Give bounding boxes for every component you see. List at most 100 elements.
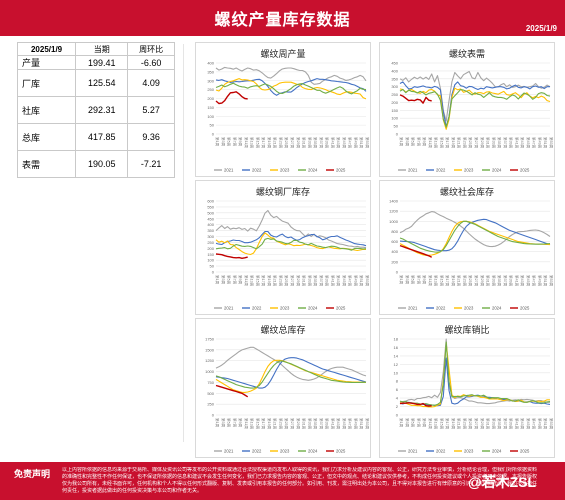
x-tick-label: 第33周 [307,418,312,430]
series-line-2024 [215,82,367,95]
x-tick-label: 第53周 [549,418,554,430]
watermark: @若木ZSL [468,474,537,490]
x-tick-label: 第15周 [439,137,444,149]
x-tick-label: 第19周 [267,275,272,287]
x-tick-label: 第41周 [514,275,519,287]
row-wow: 9.36 [127,123,175,151]
legend-label: 2024 [308,306,318,311]
x-tick-label: 第21周 [273,275,278,287]
legend-label: 2024 [492,449,502,454]
x-tick-label: 第3周 [221,275,226,285]
row-wow: -6.60 [127,55,175,70]
x-tick-label: 第45周 [526,137,531,149]
row-current: 292.31 [75,96,129,124]
y-tick-label: 350 [391,76,398,81]
x-tick-label: 第11周 [244,275,249,286]
series-line-2024 [399,341,551,406]
x-tick-label: 第35周 [497,418,502,430]
y-tick-label: 1000 [205,369,215,374]
legend-label: 2022 [436,449,446,454]
series-line-2022 [215,357,367,389]
series-line-2021 [215,209,367,249]
chart-title: 螺纹表需 [448,49,485,59]
x-tick-label: 第35周 [313,275,318,287]
x-tick-label: 第31周 [302,137,307,149]
table-row: 社库 292.31 5.27 [16,96,175,124]
x-tick-label: 第41周 [330,418,335,430]
x-tick-label: 第15周 [255,418,260,430]
table-head-current: 当期 [75,42,129,56]
x-tick-label: 第5周 [227,137,232,147]
row-label: 产量 [16,55,77,70]
summary-table: 2025/1/9 当期 周环比 产量 199.41 -6.60 厂库 125.5… [16,42,175,178]
x-tick-label: 第3周 [221,137,226,147]
x-tick-label: 第31周 [486,418,491,430]
y-tick-label: 750 [207,380,214,385]
x-tick-label: 第13周 [434,275,439,287]
row-current: 190.05 [75,150,129,178]
x-tick-label: 第9周 [238,137,243,147]
series-line-2023 [215,359,367,393]
series-line-2022 [399,81,550,128]
y-tick-label: 0 [212,270,215,275]
x-tick-label: 第43周 [520,418,525,430]
y-tick-label: 50 [210,123,215,128]
x-tick-label: 第9周 [238,418,243,428]
x-tick-label: 第27周 [474,137,479,149]
x-tick-label: 第45周 [342,275,347,287]
y-tick-label: 1000 [389,219,399,224]
x-tick-label: 第25周 [468,275,473,287]
y-tick-label: 400 [207,222,214,227]
x-tick-label: 第31周 [302,418,307,430]
x-tick-label: 第9周 [422,275,427,285]
row-label: 厂库 [16,69,77,97]
x-tick-label: 第21周 [457,275,462,287]
y-tick-label: 200 [207,246,214,251]
x-tick-label: 第37周 [319,418,324,430]
table-row: 表需 190.05 -7.21 [16,150,175,178]
x-tick-label: 第11周 [428,137,433,148]
y-tick-label: 18 [394,337,399,342]
y-tick-label: 100 [207,258,214,263]
disclaimer-footer: 免责声明 以上内容所依据的信息均来源于交易所、媒体及资讯公司等发布的公开资料或通… [0,462,565,500]
x-tick-label: 第37周 [503,418,508,430]
row-label: 社库 [16,96,77,124]
y-tick-label: 400 [391,249,398,254]
y-tick-label: 500 [207,210,214,215]
x-tick-label: 第35周 [497,137,502,149]
x-tick-label: 第7周 [416,137,421,147]
x-tick-label: 第43周 [336,137,341,149]
x-tick-label: 第41周 [514,137,519,149]
x-tick-label: 第43周 [520,137,525,149]
x-tick-label: 第3周 [405,418,410,428]
x-tick-label: 第13周 [434,137,439,149]
table-row: 厂库 125.54 4.09 [16,69,175,97]
x-tick-label: 第27周 [290,137,295,149]
x-tick-label: 第19周 [267,418,272,430]
x-tick-label: 第49周 [353,275,358,287]
row-label: 总库 [16,123,77,151]
series-line-2025 [399,402,432,407]
y-tick-label: 8 [396,379,399,384]
x-tick-label: 第37周 [503,275,508,287]
series-line-2025 [215,91,248,105]
x-tick-label: 第29周 [480,418,485,430]
x-tick-label: 第19周 [267,137,272,149]
series-line-2021 [399,338,550,405]
x-tick-label: 第27周 [474,275,479,287]
y-tick-label: 600 [207,199,214,204]
legend-label: 2023 [280,449,290,454]
x-tick-label: 第5周 [411,137,416,147]
y-tick-label: 4 [396,396,399,401]
report-date: 2025/1/9 [525,24,557,33]
y-tick-label: 600 [391,239,398,244]
y-tick-label: 250 [207,402,214,407]
x-tick-label: 第33周 [491,275,496,287]
x-tick-label: 第17周 [445,418,450,430]
legend-label: 2021 [224,449,234,454]
legend-label: 2024 [492,306,502,311]
x-tick-label: 第49周 [537,275,542,287]
legend-label: 2021 [224,168,234,173]
y-tick-label: 450 [391,61,398,66]
x-tick-label: 第31周 [486,137,491,149]
